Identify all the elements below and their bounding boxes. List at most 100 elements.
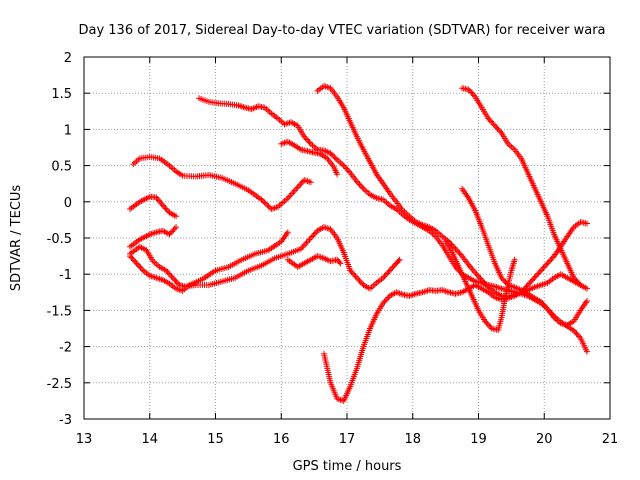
- data-point: [164, 269, 171, 276]
- data-point: [305, 137, 312, 144]
- data-point: [163, 267, 170, 274]
- data-point: [451, 244, 458, 251]
- data-point: [534, 271, 541, 278]
- data-point: [261, 199, 268, 206]
- data-point: [166, 231, 173, 238]
- series-arc9: [314, 82, 590, 302]
- data-point: [169, 274, 176, 281]
- data-point: [472, 269, 479, 276]
- data-point: [537, 267, 544, 274]
- data-point: [537, 298, 544, 305]
- x-tick-label: 15: [207, 432, 224, 447]
- data-point: [330, 152, 337, 159]
- data-point: [532, 273, 539, 280]
- data-point: [262, 200, 269, 207]
- data-point: [310, 232, 317, 239]
- x-tick-label: 16: [273, 432, 290, 447]
- data-point: [491, 122, 498, 129]
- data-point: [530, 276, 537, 283]
- data-point: [382, 271, 389, 278]
- data-point: [395, 257, 402, 264]
- data-point: [389, 264, 396, 271]
- data-point: [332, 155, 339, 162]
- data-point: [528, 277, 535, 284]
- x-tick-label: 17: [339, 432, 356, 447]
- data-point: [486, 322, 493, 329]
- data-point: [356, 277, 363, 284]
- data-point: [484, 282, 491, 289]
- data-point: [583, 285, 590, 292]
- data-point: [484, 321, 491, 328]
- data-point: [486, 116, 493, 123]
- data-point: [168, 273, 175, 280]
- data-point: [340, 162, 347, 169]
- data-point: [356, 181, 363, 188]
- y-tick-label: -1: [59, 268, 72, 283]
- data-point: [453, 247, 460, 254]
- x-tick-label: 18: [404, 432, 421, 447]
- data-point: [297, 181, 304, 188]
- data-points: [127, 82, 590, 404]
- series-arc5: [127, 224, 403, 292]
- data-point: [549, 254, 556, 261]
- data-point: [298, 179, 305, 186]
- data-point: [540, 264, 547, 271]
- data-point: [481, 279, 488, 286]
- data-point: [353, 274, 360, 281]
- data-point: [331, 154, 338, 161]
- data-point: [138, 266, 145, 273]
- data-point: [380, 274, 387, 281]
- data-point: [130, 257, 137, 264]
- data-point: [172, 277, 179, 284]
- data-point: [482, 281, 489, 288]
- data-point: [302, 135, 309, 142]
- data-point: [359, 184, 366, 191]
- axis-ticks: [83, 56, 611, 420]
- y-tick-label: -1.5: [47, 304, 72, 319]
- data-point: [386, 267, 393, 274]
- data-point: [449, 242, 456, 249]
- data-point: [465, 86, 472, 93]
- data-point: [511, 256, 518, 263]
- series-arc6: [284, 253, 344, 270]
- data-point: [348, 269, 355, 276]
- data-point: [482, 318, 489, 325]
- data-point: [382, 297, 389, 304]
- y-axis-label: SDTVAR / TECUs: [9, 185, 24, 292]
- x-tick-label: 20: [536, 432, 553, 447]
- series-arc4: [127, 229, 291, 294]
- data-point: [162, 205, 169, 212]
- data-point: [572, 276, 579, 283]
- data-point: [545, 258, 552, 265]
- data-point: [342, 164, 349, 171]
- data-point: [466, 88, 473, 95]
- data-point: [468, 89, 475, 96]
- data-point: [309, 233, 316, 240]
- data-point: [573, 330, 580, 337]
- data-point: [301, 133, 308, 140]
- data-point: [284, 229, 291, 236]
- data-point: [583, 220, 590, 227]
- data-point: [336, 259, 343, 266]
- data-point: [570, 327, 577, 334]
- data-point: [136, 263, 143, 270]
- series-arc2: [127, 193, 180, 220]
- data-point: [526, 280, 533, 287]
- data-point: [570, 274, 577, 281]
- data-point: [498, 274, 505, 281]
- y-tick-label: -3: [59, 413, 72, 428]
- data-point: [536, 269, 543, 276]
- data-point: [265, 203, 272, 210]
- data-point: [544, 260, 551, 267]
- data-point: [355, 276, 362, 283]
- data-point: [352, 273, 359, 280]
- chart-title: Day 136 of 2017, Sidereal Day-to-day VTE…: [78, 23, 605, 38]
- data-point: [539, 266, 546, 273]
- data-point: [390, 263, 397, 270]
- data-point: [349, 270, 356, 277]
- data-point: [476, 274, 483, 281]
- data-point: [163, 206, 170, 213]
- data-point: [497, 128, 504, 135]
- data-point: [470, 92, 477, 99]
